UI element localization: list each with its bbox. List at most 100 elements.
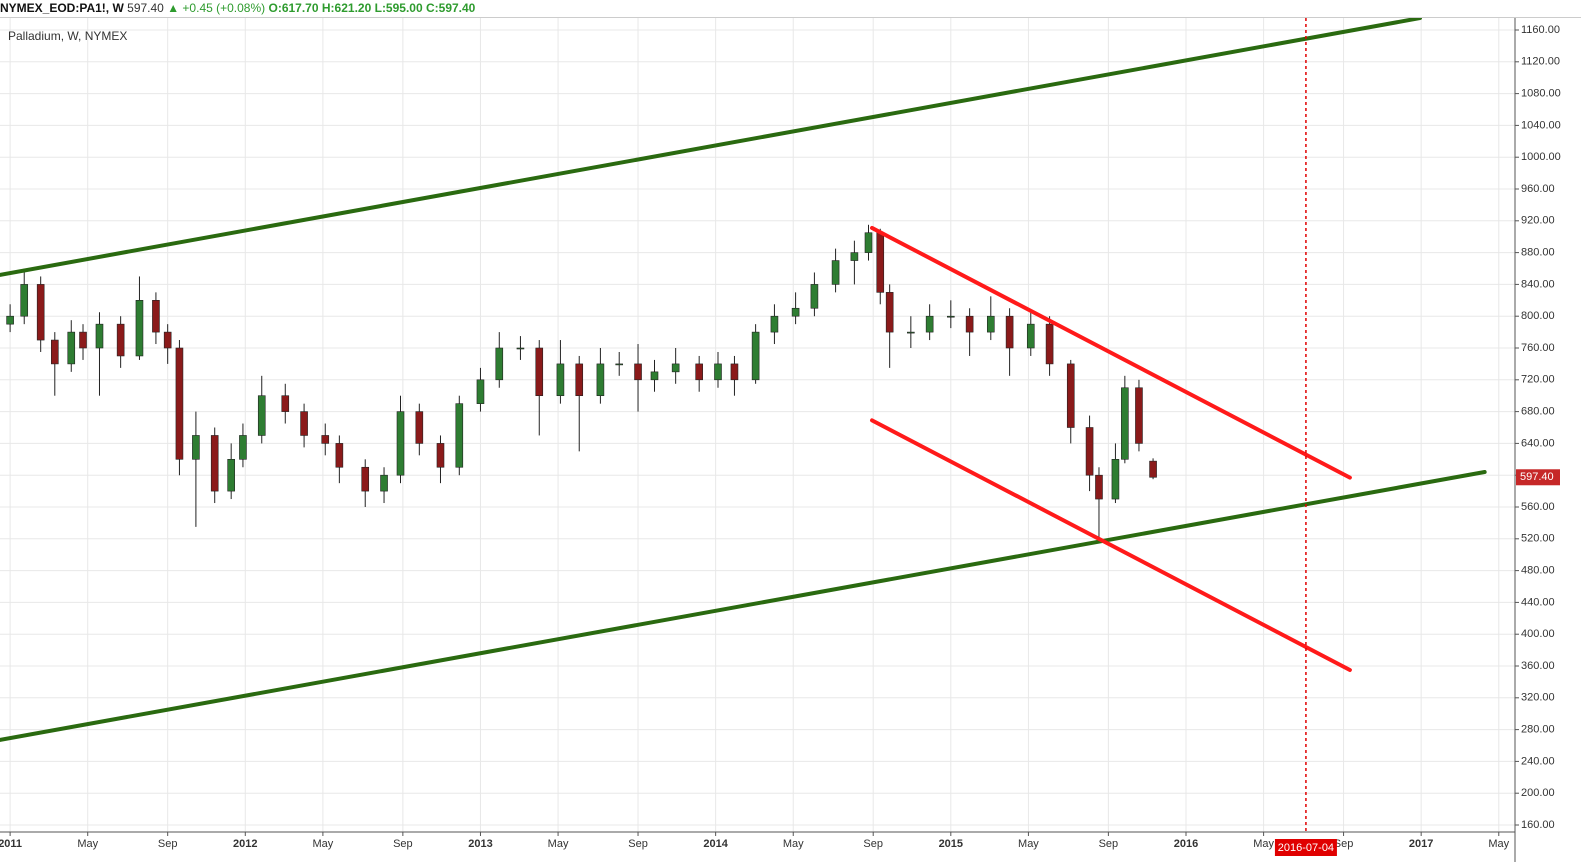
candle-body: [596, 363, 605, 397]
candle-body: [986, 315, 995, 333]
candle-body: [1121, 387, 1129, 460]
grid: [0, 18, 1515, 832]
chart-title: Palladium, W, NYMEX: [8, 29, 127, 43]
x-tick-label: May: [1488, 838, 1509, 850]
candle-body: [516, 347, 525, 350]
candle-body: [163, 331, 172, 349]
candle-body: [1026, 323, 1035, 349]
close: C:597.40: [425, 1, 476, 15]
candle-body: [79, 331, 87, 349]
x-tick-label: 2016: [1174, 838, 1198, 850]
candle-body: [864, 232, 873, 253]
y-tick-label: 840.00: [1521, 278, 1555, 290]
x-tick-label: Sep: [1334, 838, 1354, 850]
x-tick-label: Sep: [1099, 838, 1119, 850]
y-tick-label: 640.00: [1521, 437, 1555, 449]
candle-body: [1149, 460, 1157, 478]
candle-body: [907, 331, 915, 334]
candle-body: [965, 315, 974, 333]
y-tick-label: 720.00: [1521, 374, 1555, 386]
candle-body: [575, 363, 584, 397]
candle-body: [455, 403, 464, 468]
open: O:617.70: [268, 1, 319, 15]
plot-area: [0, 18, 1487, 742]
y-tick-label: 960.00: [1521, 183, 1555, 195]
x-tick-label: Sep: [393, 838, 413, 850]
y-tick-label: 360.00: [1521, 660, 1555, 672]
x-tick-label: May: [1253, 838, 1274, 850]
candle-body: [210, 435, 219, 492]
candle-body: [36, 284, 45, 341]
x-tick-label: May: [1018, 838, 1039, 850]
candle-body: [300, 411, 308, 436]
x-tick-label: May: [548, 838, 569, 850]
y-tick-label: 440.00: [1521, 596, 1555, 608]
candle-body: [396, 411, 405, 476]
candle-body: [770, 315, 779, 333]
date-marker-box: [1274, 839, 1337, 856]
y-tick-label: 160.00: [1521, 819, 1555, 831]
candle-body: [1005, 315, 1014, 349]
x-tick-label: May: [783, 838, 804, 850]
candle-body: [67, 331, 76, 365]
candle-body: [380, 474, 388, 492]
candle-body: [50, 339, 59, 365]
x-tick-label: May: [313, 838, 334, 850]
high: H:621.20: [321, 1, 372, 15]
x-tick-label: May: [77, 838, 98, 850]
candle-body: [495, 347, 504, 381]
date-marker-label: 2016-07-04: [1278, 842, 1334, 854]
y-tick-label: 200.00: [1521, 787, 1555, 799]
y-tick-label: 920.00: [1521, 215, 1555, 227]
y-tick-label: 1080.00: [1521, 88, 1561, 100]
candle-body: [1045, 323, 1054, 365]
candle-body: [1095, 474, 1103, 500]
trend-line: [0, 18, 1422, 277]
x-tick-label: 2017: [1409, 838, 1433, 850]
candle-body: [361, 466, 370, 492]
candle-body: [831, 260, 840, 285]
trend-line: [0, 470, 1487, 742]
y-tick-label: 520.00: [1521, 533, 1555, 545]
change: +0.45 (+0.08%): [182, 1, 266, 15]
candle-body: [671, 363, 680, 373]
y-tick-label: 320.00: [1521, 692, 1555, 704]
x-tick-label: Sep: [158, 838, 178, 850]
y-tick-label: 760.00: [1521, 342, 1555, 354]
candle-body: [239, 435, 247, 460]
candle-body: [885, 292, 894, 333]
price-tag-label: 597.40: [1520, 471, 1554, 483]
candle-body: [116, 323, 125, 357]
candle-body: [1066, 363, 1075, 428]
candle-body: [695, 363, 703, 381]
candle-body: [281, 395, 290, 412]
y-tick-label: 1160.00: [1521, 24, 1560, 36]
axes: 160.00 200.00 240.00 280.00 320.00 360.00 400.…: [0, 24, 1561, 850]
candle-body: [791, 307, 800, 317]
candle-body: [810, 284, 819, 309]
candle-body: [1111, 459, 1120, 500]
y-tick-label: 800.00: [1521, 310, 1555, 322]
x-tick-label: 2013: [468, 838, 492, 850]
symbol: NYMEX_EOD:PA1!, W: [0, 1, 124, 15]
change-arrow: ▲: [167, 1, 180, 15]
candle-body: [925, 315, 934, 333]
y-tick-label: 1040.00: [1521, 119, 1561, 131]
y-tick-label: 880.00: [1521, 247, 1555, 259]
candle-body: [227, 459, 235, 492]
candle-body: [6, 315, 14, 325]
candle-body: [257, 395, 266, 436]
candle-body: [95, 323, 104, 349]
y-tick-label: 680.00: [1521, 406, 1555, 418]
candle-body: [714, 363, 722, 381]
candle-body: [175, 347, 184, 460]
x-tick-label: Sep: [628, 838, 648, 850]
candle-body: [415, 411, 424, 444]
y-tick-label: 1000.00: [1521, 151, 1561, 163]
candle-body: [634, 363, 642, 381]
y-tick-label: 560.00: [1521, 501, 1555, 513]
candle-body: [947, 315, 955, 318]
candle-body: [135, 300, 144, 357]
candle-body: [650, 371, 659, 381]
